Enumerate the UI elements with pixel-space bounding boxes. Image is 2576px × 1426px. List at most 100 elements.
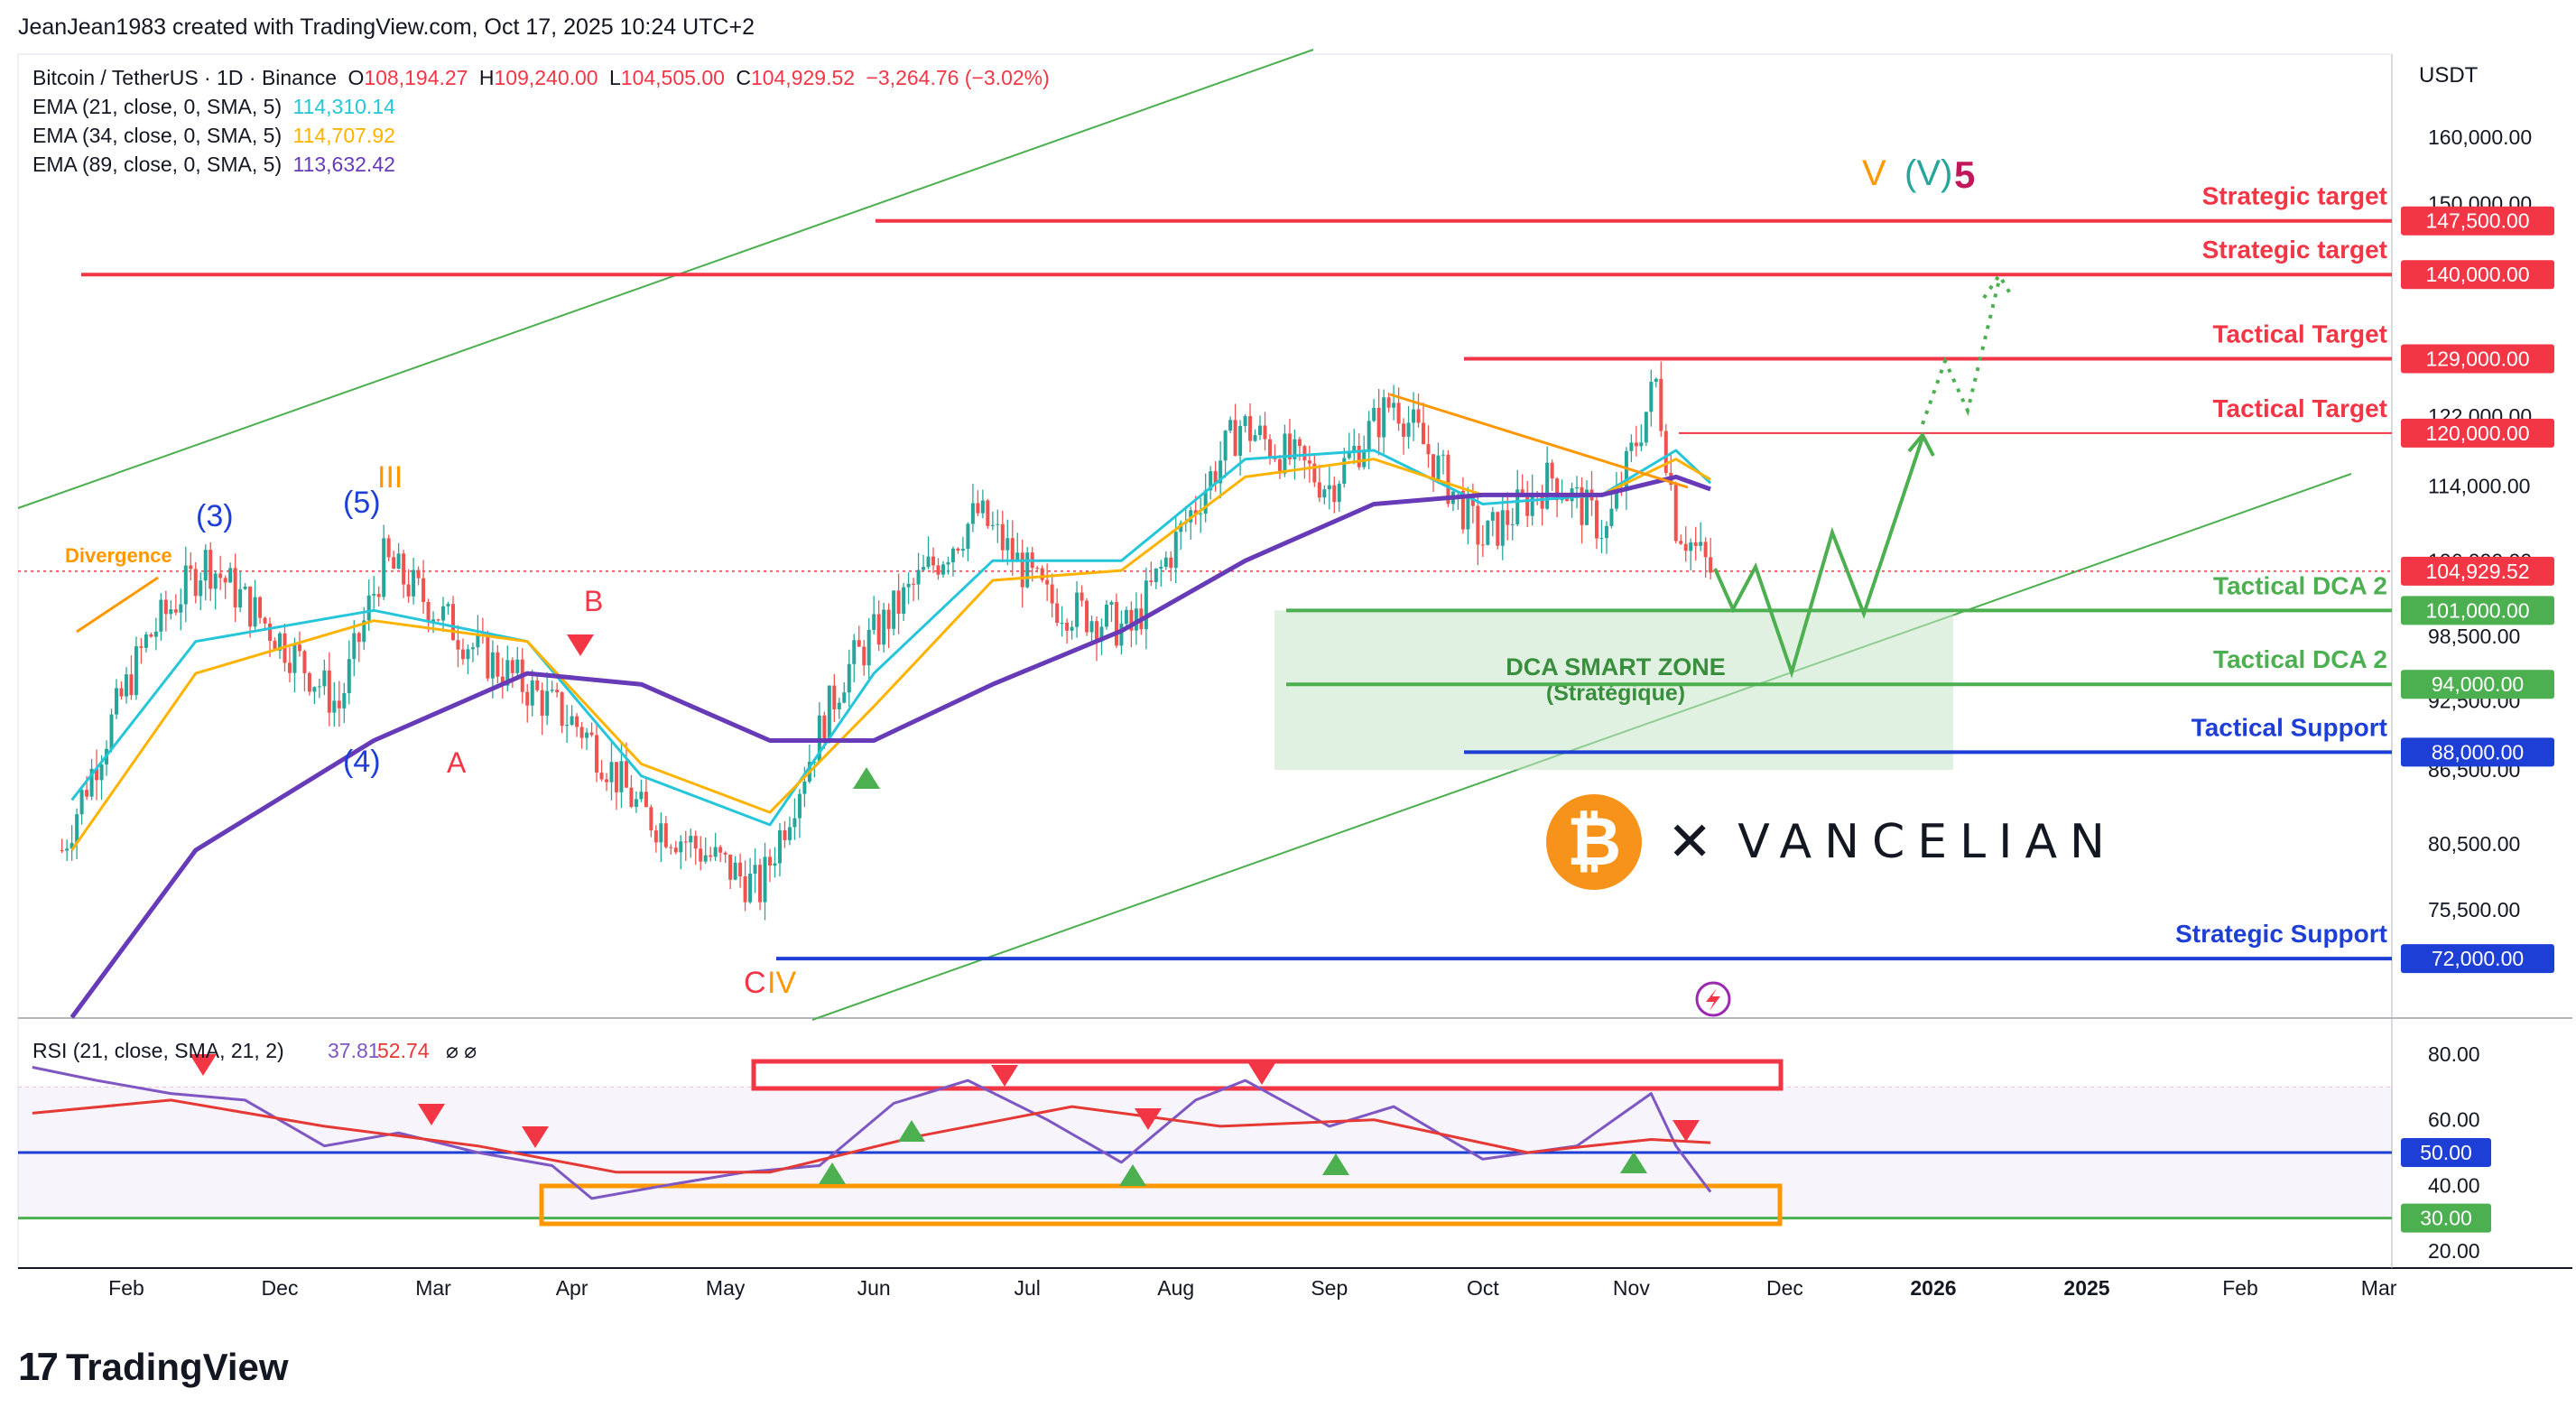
candle-body (396, 553, 401, 569)
candle-body (1422, 422, 1426, 445)
lightning-icon[interactable] (1695, 981, 1731, 1017)
candle-body (203, 550, 208, 581)
high-label: H (478, 66, 495, 89)
candle-body (75, 814, 79, 844)
candle-body (95, 768, 99, 781)
candle-body (753, 865, 757, 874)
candle-body (1406, 422, 1411, 437)
candle-body (402, 553, 406, 585)
candle-body (1545, 462, 1550, 509)
candle-body (153, 631, 158, 637)
candle-body (906, 583, 911, 588)
rsi-level-tag (2401, 1138, 2491, 1167)
candle-body (777, 829, 782, 864)
candle-body (669, 847, 673, 848)
candle-body (1287, 433, 1292, 459)
candle-body (292, 644, 297, 673)
symbol-row[interactable]: Bitcoin / TetherUS · 1D · Binance O108,1… (32, 63, 1055, 92)
bitcoin-icon: ₿ (1546, 794, 1642, 890)
wave-annotation: (5) (343, 486, 381, 520)
candle-body (1352, 445, 1357, 452)
candle-body (1277, 458, 1282, 474)
candle-body (422, 578, 426, 603)
rsi-sell-signal-icon (190, 1054, 217, 1076)
ema89-row[interactable]: EMA (89, close, 0, SMA, 5) 113,632.42 (32, 150, 1055, 179)
wave-annotation: B (584, 585, 603, 617)
x-tick-label: 2026 (1910, 1276, 1956, 1300)
plot-border (17, 53, 2393, 1269)
level-label: Strategic target (2202, 182, 2387, 210)
candle-body (986, 500, 990, 526)
candle-body (976, 503, 980, 514)
candle-body (1480, 544, 1485, 546)
x-tick-label: Nov (1613, 1276, 1650, 1300)
x-tick-label: Mar (2361, 1276, 2397, 1300)
ema34-row[interactable]: EMA (34, close, 0, SMA, 5) 114,707.92 (32, 121, 1055, 150)
price-tag-label: 140,000.00 (2425, 263, 2529, 286)
candle-body (1065, 622, 1070, 631)
ema21-value: 114,310.14 (292, 95, 395, 118)
candle-body (1644, 412, 1648, 443)
candle-body (65, 848, 69, 851)
candle-body (1673, 485, 1678, 542)
candle-body (273, 641, 277, 651)
candle-body (1085, 600, 1089, 633)
candle-body (683, 841, 688, 843)
rsi-level-tag (2401, 1203, 2491, 1233)
close-value: 104,929.52 (750, 66, 856, 89)
tradingview-logo[interactable]: 17 TradingView (18, 1345, 289, 1390)
candle-body (352, 633, 357, 660)
candle-body (1203, 490, 1208, 514)
candle-body (1510, 524, 1515, 526)
high-value: 109,240.00 (494, 66, 598, 89)
candle-body (1134, 608, 1138, 631)
candle-body (663, 823, 668, 847)
candle-body (1402, 423, 1406, 437)
candle-body (966, 523, 970, 550)
candle-body (797, 793, 802, 819)
symbol-name[interactable]: Bitcoin / TetherUS · 1D · Binance (32, 66, 338, 89)
candle-body (114, 688, 118, 715)
candle-body (406, 584, 411, 597)
rsi-sell-signal-icon (1248, 1063, 1275, 1085)
level-label: Strategic Support (2175, 920, 2387, 948)
rsi-buy-signal-icon (1119, 1164, 1146, 1186)
candle-body (1159, 566, 1163, 569)
candle-body (362, 620, 366, 643)
ema21-row[interactable]: EMA (21, close, 0, SMA, 5) 114,310.14 (32, 92, 1055, 121)
candle-body (213, 573, 218, 589)
candle-body (990, 524, 995, 526)
candle-body (530, 680, 534, 706)
candle-body (1649, 382, 1654, 412)
candle-body (79, 790, 84, 815)
candle-body (783, 829, 787, 840)
candle-body (287, 662, 292, 673)
candle-body (1460, 490, 1465, 530)
candle-body (1679, 541, 1683, 544)
candle-body (263, 617, 267, 624)
candle-body (372, 594, 376, 596)
candle-body (1540, 496, 1544, 509)
candle-body (228, 568, 233, 583)
candle-body (842, 692, 847, 703)
candle-body (1565, 498, 1570, 502)
candle-body (193, 569, 198, 597)
x-tick-label: Feb (108, 1276, 144, 1300)
wave-annotation: Divergence (65, 544, 172, 567)
candle-body (1248, 416, 1253, 441)
candle-body (1124, 609, 1128, 625)
dca-smart-zone (1274, 610, 1953, 770)
candle-body (1441, 454, 1445, 456)
candle-body (392, 557, 396, 569)
candle-body (1005, 538, 1010, 551)
price-tag (2401, 596, 2554, 625)
candle-body (342, 692, 347, 708)
currency-label[interactable]: USDT (2419, 63, 2479, 88)
candle-body (1614, 487, 1618, 509)
candle-body (802, 782, 807, 794)
candle-body (1555, 478, 1560, 501)
candle-body (357, 633, 361, 643)
price-tag-label: 101,000.00 (2425, 598, 2529, 622)
candle-body (535, 680, 540, 690)
